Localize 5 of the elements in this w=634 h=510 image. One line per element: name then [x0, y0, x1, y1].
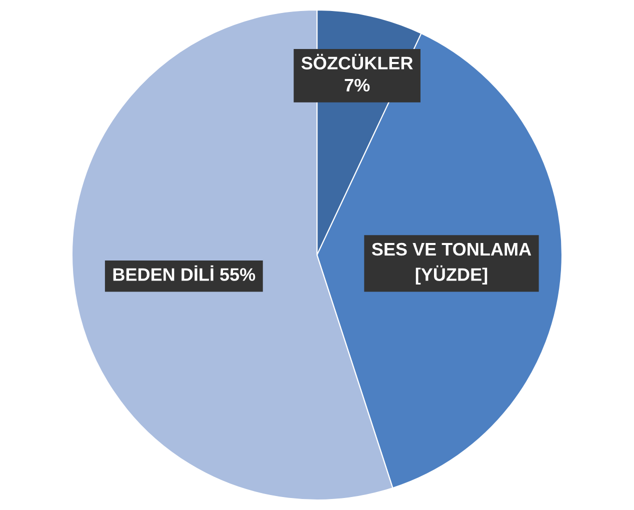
slice-label: BEDEN DİLİ 55%	[113, 265, 256, 281]
data-label: [YÜZDE]	[416, 265, 488, 285]
slice-label: SES VE TONLAMA	[372, 242, 532, 256]
data-label: 7%	[344, 78, 370, 92]
slice-label: SÖZCÜKLER	[301, 54, 413, 70]
